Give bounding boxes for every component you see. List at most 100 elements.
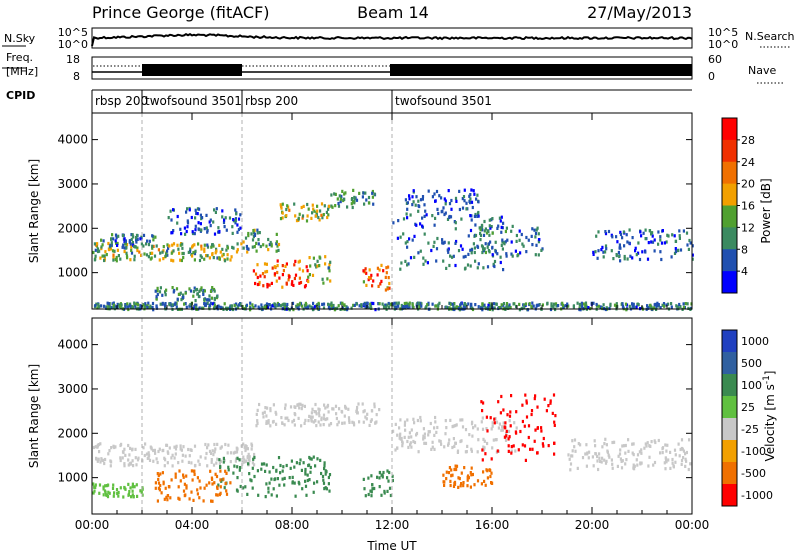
data-cell xyxy=(404,241,407,245)
data-cell xyxy=(427,241,430,245)
data-cell xyxy=(109,464,112,468)
data-cell xyxy=(303,303,306,307)
colorbar-swatch xyxy=(722,396,737,419)
data-cell xyxy=(293,263,296,267)
data-cell xyxy=(399,418,402,422)
data-cell xyxy=(300,424,303,428)
data-cell xyxy=(255,412,258,416)
colorbar-tick-label: 12 xyxy=(741,221,755,234)
data-cell xyxy=(594,444,597,448)
data-cell xyxy=(533,439,536,443)
data-cell xyxy=(444,202,447,206)
data-cell xyxy=(406,418,409,422)
data-cell xyxy=(684,452,687,456)
data-cell xyxy=(172,259,175,263)
data-cell xyxy=(691,244,694,248)
data-cell xyxy=(182,293,185,297)
data-cell xyxy=(194,305,197,309)
data-cell xyxy=(224,216,227,220)
data-cell xyxy=(240,302,243,306)
data-cell xyxy=(339,200,342,204)
data-cell xyxy=(193,243,196,247)
data-cell xyxy=(182,251,185,256)
data-cell xyxy=(307,207,310,211)
data-cell xyxy=(156,292,159,297)
data-cell xyxy=(489,416,492,420)
data-cell xyxy=(334,404,338,408)
data-cell xyxy=(680,458,684,463)
data-cell xyxy=(225,248,228,252)
data-cell xyxy=(355,198,359,202)
data-cell xyxy=(435,430,438,434)
data-cell xyxy=(202,499,205,503)
data-cell xyxy=(182,475,185,479)
data-cell xyxy=(678,236,681,240)
data-cell xyxy=(451,255,454,259)
data-cell xyxy=(646,304,649,308)
data-cell xyxy=(285,463,288,468)
data-cell xyxy=(410,428,413,432)
data-cell xyxy=(218,229,221,234)
data-cell xyxy=(468,433,471,437)
data-cell xyxy=(470,251,473,255)
data-cell xyxy=(438,194,441,198)
data-cell xyxy=(684,457,687,461)
data-cell xyxy=(299,458,302,462)
data-cell xyxy=(411,303,414,307)
data-cell xyxy=(464,450,467,454)
data-cell xyxy=(109,247,112,251)
data-cell xyxy=(161,250,164,254)
data-cell xyxy=(497,426,500,430)
data-cell xyxy=(462,481,465,485)
data-cell xyxy=(174,452,177,456)
x-axis-label: Time UT xyxy=(366,539,417,553)
data-cell xyxy=(369,302,372,306)
data-cell xyxy=(599,459,602,463)
data-cell xyxy=(179,447,182,451)
data-cell xyxy=(670,305,673,309)
data-cell xyxy=(417,209,420,213)
data-cell xyxy=(103,489,107,493)
data-cell xyxy=(482,401,485,405)
data-cell xyxy=(671,461,674,465)
data-cell xyxy=(151,246,154,250)
data-cell xyxy=(322,478,325,482)
data-cell xyxy=(146,456,149,460)
data-cell xyxy=(481,409,484,413)
data-cell xyxy=(270,477,273,481)
data-cell xyxy=(172,208,175,212)
data-cell xyxy=(635,305,638,309)
data-cell xyxy=(222,477,225,481)
data-cell xyxy=(208,220,211,224)
data-cell xyxy=(226,246,229,250)
data-cell xyxy=(353,303,356,307)
data-cell xyxy=(481,458,484,462)
data-cell xyxy=(183,494,186,498)
data-cell xyxy=(471,434,474,438)
data-cell xyxy=(640,451,643,455)
station-title: Prince George (fitACF) xyxy=(92,3,270,22)
data-cell xyxy=(413,234,416,238)
data-cell xyxy=(463,267,467,271)
data-cell xyxy=(177,247,180,251)
data-cell xyxy=(189,448,192,452)
data-cell xyxy=(172,242,176,246)
data-cell xyxy=(291,420,294,424)
data-cell xyxy=(543,397,546,401)
data-cell xyxy=(304,467,307,472)
data-cell xyxy=(202,292,205,296)
data-cell xyxy=(666,233,669,237)
data-cell xyxy=(615,302,618,306)
power-heatmap-cells xyxy=(92,188,694,312)
data-cell xyxy=(685,459,688,463)
data-cell xyxy=(296,305,299,309)
data-cell xyxy=(112,303,115,307)
data-cell xyxy=(175,302,178,306)
data-cell xyxy=(691,253,694,257)
data-cell xyxy=(246,456,249,460)
data-cell xyxy=(134,456,137,460)
data-cell xyxy=(414,203,417,207)
data-cell xyxy=(377,302,380,306)
data-cell xyxy=(130,495,133,499)
data-cell xyxy=(260,467,263,471)
